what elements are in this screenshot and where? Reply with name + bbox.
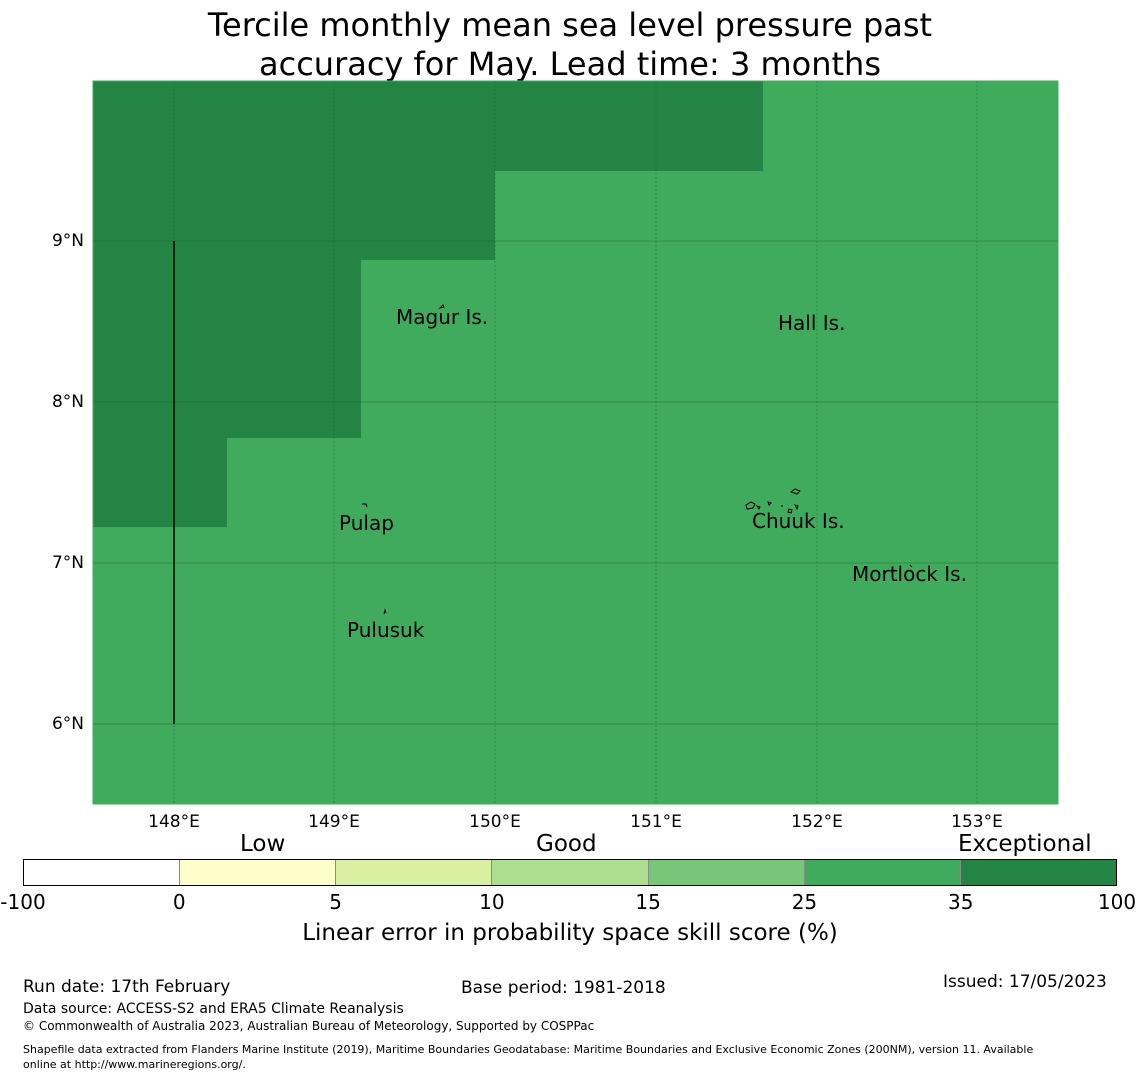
- island-outlines: [362, 304, 913, 615]
- colorbar: [23, 859, 1117, 886]
- colorbar-tick-label: 10: [479, 890, 505, 914]
- pulusuk-island-outline: [383, 608, 387, 615]
- colorbar-category-exceptional: Exceptional: [958, 831, 1092, 857]
- colorbar-segment-6: [960, 860, 1116, 885]
- lat-label-6n: 6°N: [51, 714, 84, 734]
- place-label-mortlock: Mortlock Is.: [852, 562, 967, 586]
- colorbar-segment-5: [804, 860, 961, 885]
- colorbar-tick-label: 5: [329, 890, 342, 914]
- colorbar-segment-2: [336, 860, 493, 885]
- place-label-pulusuk: Pulusuk: [347, 618, 425, 642]
- colorbar-segment-1: [180, 860, 337, 885]
- title-line-1: Tercile monthly mean sea level pressure …: [207, 6, 933, 44]
- lon-label-153e: 153°E: [951, 812, 1003, 832]
- place-label-hall: Hall Is.: [778, 311, 846, 335]
- lon-label-150e: 150°E: [469, 812, 521, 832]
- run-date: Run date: 17th February: [23, 977, 231, 997]
- map-gridlines: [93, 81, 1058, 804]
- pulap-island-outline: [362, 503, 368, 508]
- map-frame: [92, 80, 1059, 805]
- colorbar-segment-0: [24, 860, 181, 885]
- issued-date: Issued: 17/05/2023: [943, 972, 1107, 992]
- mortlock-island-outline: [909, 564, 913, 568]
- shapefile-credit-line-2: online at http://www.marineregions.org/.: [23, 1058, 246, 1071]
- colorbar-tick-label: -100: [0, 890, 46, 914]
- lat-label-7n: 7°N: [51, 553, 84, 573]
- colorbar-tick-label: 35: [947, 890, 974, 914]
- shapefile-credit-line-1: Shapefile data extracted from Flanders M…: [23, 1043, 1034, 1056]
- data-source: Data source: ACCESS-S2 and ERA5 Climate …: [23, 1001, 404, 1017]
- title-line-2: accuracy for May. Lead time: 3 months: [258, 45, 881, 83]
- colorbar-label: Linear error in probability space skill …: [302, 920, 838, 946]
- place-label-chuuk: Chuuk Is.: [752, 509, 845, 533]
- colorbar-segment-4: [648, 860, 805, 885]
- chart-title: Tercile monthly mean sea level pressure …: [0, 6, 1140, 84]
- lon-label-149e: 149°E: [308, 812, 360, 832]
- lon-label-151e: 151°E: [630, 812, 682, 832]
- map-panel: [92, 80, 1059, 805]
- colorbar-segment-3: [492, 860, 649, 885]
- colorbar-category-low: Low: [240, 831, 286, 857]
- place-label-pulap: Pulap: [339, 511, 394, 535]
- lat-label-8n: 8°N: [51, 392, 84, 412]
- magur-island-outline: [438, 304, 445, 309]
- colorbar-tick-label: 15: [635, 890, 661, 914]
- colorbar-tick-label: 25: [791, 890, 818, 914]
- lon-label-148e: 148°E: [148, 812, 200, 832]
- chuuk-island-outline: [745, 488, 801, 514]
- colorbar-category-good: Good: [536, 831, 597, 857]
- colorbar-tick-label: 0: [172, 890, 186, 914]
- colorbar-tick-label: 100: [1097, 890, 1137, 914]
- lat-label-9n: 9°N: [51, 231, 84, 251]
- lon-label-152e: 152°E: [791, 812, 843, 832]
- place-label-magur: Magur Is.: [396, 305, 489, 329]
- copyright: © Commonwealth of Australia 2023, Austra…: [23, 1019, 595, 1033]
- exceptional-region: [93, 81, 763, 527]
- base-period: Base period: 1981-2018: [461, 978, 666, 998]
